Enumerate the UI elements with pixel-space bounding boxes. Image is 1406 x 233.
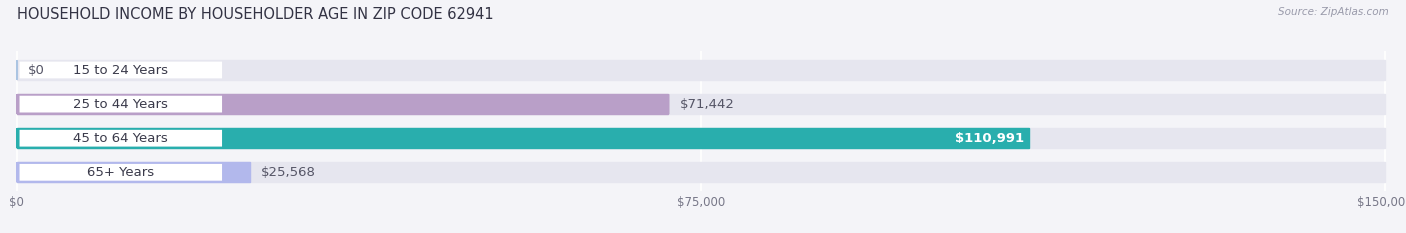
Bar	[17, 128, 1029, 148]
Bar	[17, 94, 1385, 114]
FancyBboxPatch shape	[20, 164, 222, 181]
Text: $0: $0	[28, 64, 45, 76]
Text: 65+ Years: 65+ Years	[87, 166, 155, 179]
Text: $25,568: $25,568	[262, 166, 316, 179]
Text: $110,991: $110,991	[955, 132, 1024, 145]
Text: 15 to 24 Years: 15 to 24 Years	[73, 64, 169, 76]
FancyBboxPatch shape	[20, 62, 222, 78]
Text: 25 to 44 Years: 25 to 44 Years	[73, 98, 169, 111]
Bar	[17, 162, 250, 182]
Text: 45 to 64 Years: 45 to 64 Years	[73, 132, 169, 145]
Text: HOUSEHOLD INCOME BY HOUSEHOLDER AGE IN ZIP CODE 62941: HOUSEHOLD INCOME BY HOUSEHOLDER AGE IN Z…	[17, 7, 494, 22]
Text: Source: ZipAtlas.com: Source: ZipAtlas.com	[1278, 7, 1389, 17]
Text: $71,442: $71,442	[679, 98, 734, 111]
Bar	[17, 60, 1385, 80]
Bar	[17, 94, 668, 114]
Bar	[17, 162, 1385, 182]
Bar	[17, 128, 1385, 148]
FancyBboxPatch shape	[20, 96, 222, 113]
FancyBboxPatch shape	[20, 130, 222, 147]
